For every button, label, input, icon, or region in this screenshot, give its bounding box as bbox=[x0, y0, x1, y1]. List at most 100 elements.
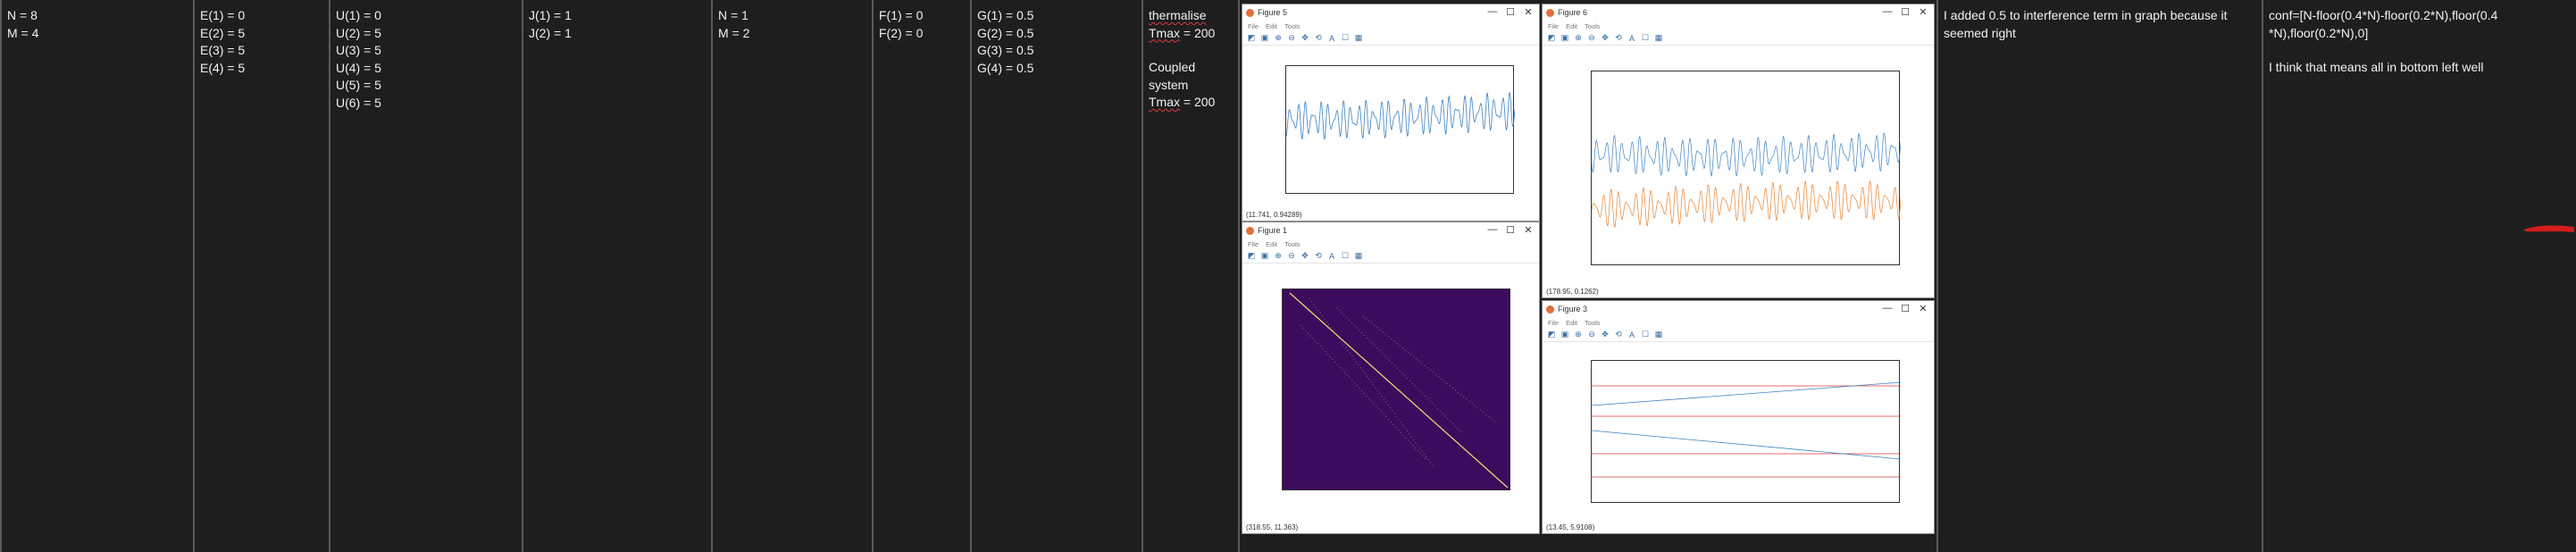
zoom-in-icon[interactable]: ⊕ bbox=[1275, 33, 1282, 42]
rotate-icon[interactable]: ⟲ bbox=[1315, 251, 1322, 260]
menu-edit[interactable]: Edit bbox=[1266, 239, 1278, 248]
menu-file[interactable]: File bbox=[1248, 239, 1259, 248]
minimize-icon[interactable]: — bbox=[1882, 303, 1893, 314]
menu-tools[interactable]: Tools bbox=[1284, 21, 1301, 30]
minimize-icon[interactable]: — bbox=[1487, 224, 1498, 235]
cell-col-conf[interactable]: conf=[N-floor(0.4*N)-floor(0.2*N),floor(… bbox=[2263, 0, 2576, 552]
cell-col-7[interactable]: G(1) = 0.5 G(2) = 0.5 G(3) = 0.5 G(4) = … bbox=[972, 0, 1143, 552]
insert-box-icon[interactable]: ☐ bbox=[1341, 33, 1350, 42]
density-matrix-image bbox=[1289, 292, 1509, 489]
close-icon[interactable]: ✕ bbox=[1919, 7, 1928, 18]
menu-edit[interactable]: Edit bbox=[1566, 318, 1578, 327]
figure-window-3[interactable]: Figure 3 — ☐ ✕ File Edit Tools ◩ ▣ ⊕ ⊖ ✥… bbox=[1542, 300, 1935, 534]
save-icon[interactable]: ▣ bbox=[1260, 251, 1269, 260]
legend-icon[interactable]: ▦ bbox=[1654, 330, 1663, 339]
heatmap-axes[interactable] bbox=[1282, 289, 1510, 490]
save-icon[interactable]: ▣ bbox=[1560, 33, 1569, 42]
figure-window-5[interactable]: Figure 5 — ☐ ✕ File Edit Tools ◩ ▣ ⊕ ⊖ ✥… bbox=[1242, 4, 1540, 222]
pan-icon[interactable]: ✥ bbox=[1602, 330, 1609, 339]
plot-axes[interactable] bbox=[1591, 71, 1902, 265]
cell-col-4[interactable]: J(1) = 1 J(2) = 1 bbox=[523, 0, 713, 552]
maximize-icon[interactable]: ☐ bbox=[1506, 7, 1515, 18]
cell-text: G(3) = 0.5 bbox=[977, 43, 1034, 57]
cell-col-1[interactable]: N = 8 M = 4 bbox=[0, 0, 195, 552]
menu-file[interactable]: File bbox=[1548, 21, 1560, 30]
window-titlebar[interactable]: Figure 1 — ☐ ✕ bbox=[1242, 222, 1539, 238]
zoom-out-icon[interactable]: ⊖ bbox=[1588, 330, 1595, 339]
legend-icon[interactable]: ▦ bbox=[1354, 33, 1363, 42]
legend-icon[interactable]: ▦ bbox=[1654, 33, 1663, 42]
cell-text: I think that means all in bottom left we… bbox=[2269, 60, 2484, 74]
cell-col-5[interactable]: N = 1 M = 2 bbox=[713, 0, 874, 552]
red-ink-mark bbox=[2524, 225, 2574, 232]
cell-text: G(4) = 0.5 bbox=[977, 60, 1034, 75]
off-diagonal-line bbox=[1362, 315, 1498, 424]
menu-bar: File Edit Tools bbox=[1242, 21, 1539, 31]
window-title: Figure 6 bbox=[1558, 8, 1588, 17]
figure-window-1[interactable]: Figure 1 — ☐ ✕ File Edit Tools ◩ ▣ ⊕ ⊖ ✥… bbox=[1242, 222, 1540, 534]
window-titlebar[interactable]: Figure 5 — ☐ ✕ bbox=[1242, 4, 1539, 21]
zoom-out-icon[interactable]: ⊖ bbox=[1288, 251, 1295, 260]
zoom-in-icon[interactable]: ⊕ bbox=[1575, 330, 1582, 339]
insert-box-icon[interactable]: ☐ bbox=[1641, 330, 1650, 339]
menu-edit[interactable]: Edit bbox=[1266, 21, 1278, 30]
text-tool-icon[interactable]: A bbox=[1628, 330, 1635, 339]
figure-window-6[interactable]: Figure 6 — ☐ ✕ File Edit Tools ◩ ▣ ⊕ ⊖ ✥… bbox=[1542, 4, 1935, 298]
close-icon[interactable]: ✕ bbox=[1919, 304, 1928, 314]
maximize-icon[interactable]: ☐ bbox=[1901, 7, 1910, 18]
cursor-readout: (13.45, 5.9108) bbox=[1546, 523, 1595, 531]
window-titlebar[interactable]: Figure 6 — ☐ ✕ bbox=[1543, 4, 1934, 21]
cell-col-3[interactable]: U(1) = 0 U(2) = 5 U(3) = 5 U(4) = 5 U(5)… bbox=[330, 0, 523, 552]
plot-axes[interactable] bbox=[1285, 65, 1516, 194]
zoom-in-icon[interactable]: ⊕ bbox=[1575, 33, 1582, 42]
open-icon[interactable]: ◩ bbox=[1547, 33, 1556, 42]
zoom-in-icon[interactable]: ⊕ bbox=[1275, 251, 1282, 260]
cell-col-comment[interactable]: I added 0.5 to interference term in grap… bbox=[1938, 0, 2263, 552]
menu-file[interactable]: File bbox=[1548, 318, 1560, 327]
cell-text: F(1) = 0 bbox=[879, 8, 924, 22]
text-tool-icon[interactable]: A bbox=[1328, 251, 1334, 261]
menu-tools[interactable]: Tools bbox=[1284, 239, 1301, 248]
cell-col-notes[interactable]: thermalise Tmax = 200 Coupled system Tma… bbox=[1143, 0, 1240, 552]
maximize-icon[interactable]: ☐ bbox=[1901, 304, 1910, 314]
line-plot-blue bbox=[1285, 91, 1516, 140]
minimize-icon[interactable]: — bbox=[1882, 6, 1893, 17]
menu-tools[interactable]: Tools bbox=[1585, 318, 1601, 327]
rotate-icon[interactable]: ⟲ bbox=[1315, 33, 1322, 42]
cell-col-figures[interactable] bbox=[1240, 0, 1938, 552]
open-icon[interactable]: ◩ bbox=[1247, 251, 1256, 260]
menu-file[interactable]: File bbox=[1248, 21, 1259, 30]
save-icon[interactable]: ▣ bbox=[1560, 330, 1569, 339]
pan-icon[interactable]: ✥ bbox=[1602, 33, 1609, 42]
open-icon[interactable]: ◩ bbox=[1547, 330, 1556, 339]
pan-icon[interactable]: ✥ bbox=[1301, 33, 1309, 42]
plot-axes[interactable] bbox=[1591, 360, 1902, 503]
legend-icon[interactable]: ▦ bbox=[1354, 251, 1363, 260]
menu-bar: File Edit Tools bbox=[1543, 21, 1934, 31]
zoom-out-icon[interactable]: ⊖ bbox=[1288, 33, 1295, 42]
cell-text: system bbox=[1149, 77, 1189, 92]
cell-col-6[interactable]: F(1) = 0 F(2) = 0 bbox=[874, 0, 972, 552]
text-tool-icon[interactable]: A bbox=[1628, 33, 1635, 43]
cursor-readout: (318.55, 11.363) bbox=[1246, 523, 1299, 531]
insert-box-icon[interactable]: ☐ bbox=[1641, 33, 1650, 42]
close-icon[interactable]: ✕ bbox=[1524, 7, 1533, 18]
minimize-icon[interactable]: — bbox=[1487, 6, 1498, 17]
close-icon[interactable]: ✕ bbox=[1524, 225, 1533, 236]
cell-col-2[interactable]: E(1) = 0 E(2) = 5 E(3) = 5 E(4) = 5 bbox=[195, 0, 330, 552]
window-titlebar[interactable]: Figure 3 — ☐ ✕ bbox=[1543, 301, 1934, 317]
menu-tools[interactable]: Tools bbox=[1585, 21, 1601, 30]
insert-box-icon[interactable]: ☐ bbox=[1341, 251, 1350, 260]
rotate-icon[interactable]: ⟲ bbox=[1615, 330, 1622, 339]
save-icon[interactable]: ▣ bbox=[1260, 33, 1269, 42]
zoom-out-icon[interactable]: ⊖ bbox=[1588, 33, 1595, 42]
cell-text: E(4) = 5 bbox=[200, 60, 246, 75]
pan-icon[interactable]: ✥ bbox=[1301, 251, 1309, 260]
text-tool-icon[interactable]: A bbox=[1328, 33, 1334, 43]
window-title: Figure 1 bbox=[1258, 226, 1288, 235]
menu-edit[interactable]: Edit bbox=[1566, 21, 1578, 30]
maximize-icon[interactable]: ☐ bbox=[1506, 225, 1515, 236]
cursor-readout: (178.95, 0.1262) bbox=[1546, 288, 1599, 296]
open-icon[interactable]: ◩ bbox=[1247, 33, 1256, 42]
rotate-icon[interactable]: ⟲ bbox=[1615, 33, 1622, 42]
